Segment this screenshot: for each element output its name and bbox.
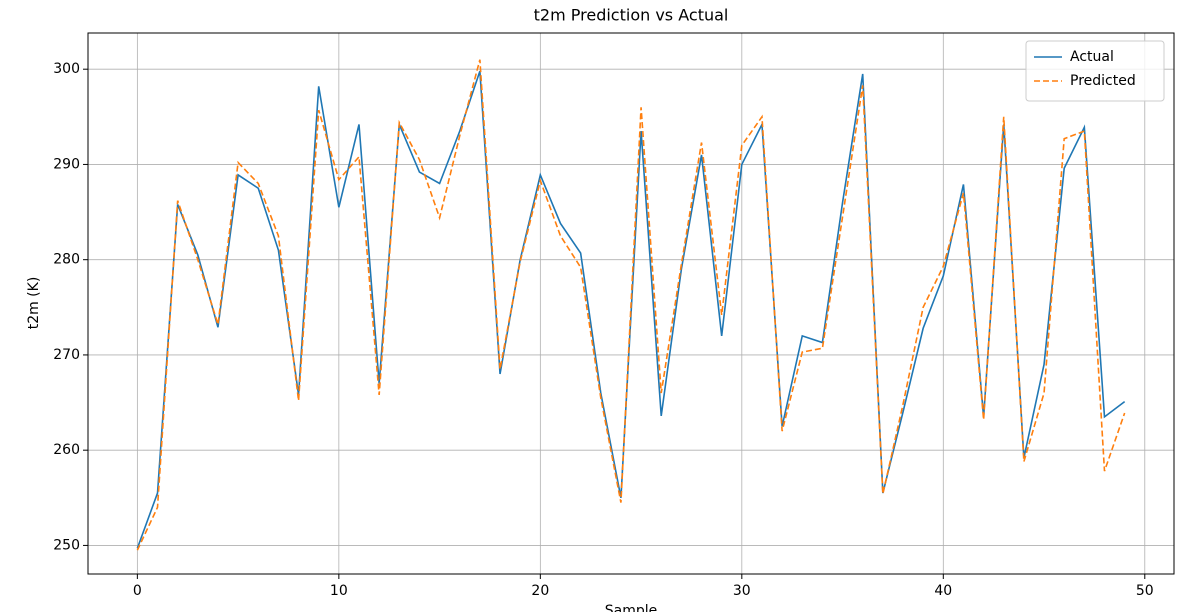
x-tick-label: 30 — [733, 583, 751, 599]
x-tick-label: 20 — [531, 583, 549, 599]
line-series — [136, 59, 1126, 551]
y-tick-label: 300 — [53, 61, 80, 77]
x-axis-label: Sample — [605, 603, 658, 612]
legend-label: Predicted — [1070, 73, 1136, 89]
chart-title: t2m Prediction vs Actual — [534, 6, 729, 25]
x-tick-label: 0 — [133, 583, 142, 599]
line-series — [136, 70, 1126, 549]
x-tick-label: 50 — [1136, 583, 1154, 599]
y-tick-label: 280 — [53, 252, 80, 268]
y-tick-label: 290 — [53, 156, 80, 172]
x-tick-label: 40 — [934, 583, 952, 599]
legend-label: Actual — [1070, 49, 1114, 65]
y-tick-label: 260 — [53, 442, 80, 458]
y-tick-label: 250 — [53, 537, 80, 553]
y-axis-label: t2m (K) — [26, 277, 42, 330]
legend-box — [1025, 40, 1165, 102]
y-tick-label: 270 — [53, 347, 80, 363]
x-tick-label: 10 — [330, 583, 348, 599]
plot-frame — [87, 32, 1175, 575]
